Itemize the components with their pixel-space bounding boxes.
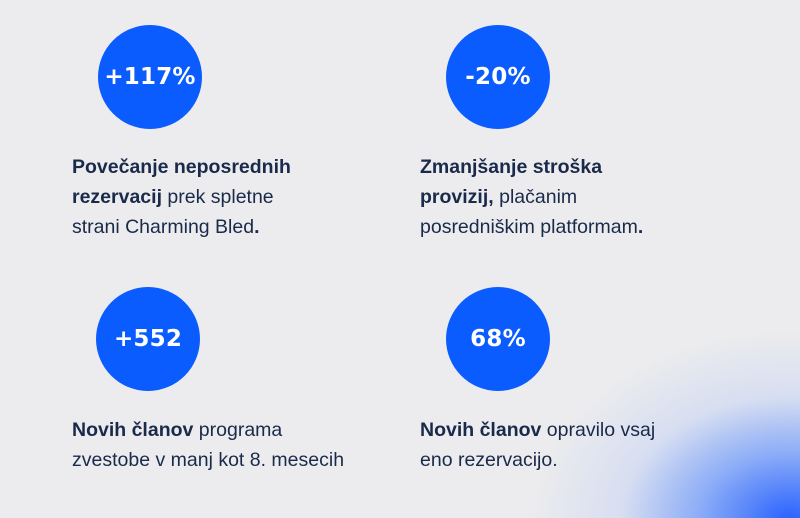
description-line: Zmanjšanje stroška	[420, 152, 643, 182]
description-line: eno rezervacijo.	[420, 445, 655, 475]
description-line: Novih članov programa	[72, 415, 344, 445]
description-bold-text: Novih članov	[72, 419, 194, 441]
description-text: plačanim	[493, 186, 578, 208]
description-bold-text: Novih članov	[420, 419, 542, 441]
description-bold-text: .	[254, 216, 260, 238]
stat-description: Zmanjšanje stroška provizij, plačanim po…	[420, 152, 643, 242]
description-bold-text: .	[637, 216, 644, 238]
stat-circle: -20%	[446, 25, 550, 129]
stat-value: +117%	[104, 64, 196, 90]
description-text: posredniškim platformam	[420, 216, 638, 238]
stat-description: Povečanje neposrednih rezervacij prek sp…	[72, 152, 291, 242]
description-text: zvestobe v manj kot 8. mesecih	[72, 449, 345, 471]
description-text: strani Charming Bled	[72, 216, 255, 238]
stat-value: -20%	[465, 64, 531, 90]
description-line: zvestobe v manj kot 8. mesecih	[72, 445, 344, 475]
description-text: eno rezervacijo.	[420, 449, 558, 471]
description-text: opravilo vsaj	[541, 419, 656, 441]
description-line: strani Charming Bled.	[72, 212, 291, 242]
description-bold-text: Zmanjšanje stroška	[420, 156, 603, 178]
description-line: Novih članov opravilo vsaj	[420, 415, 655, 445]
description-line: provizij, plačanim	[420, 182, 643, 212]
stat-value: 68%	[470, 326, 526, 352]
stat-circle: +552	[96, 287, 200, 391]
description-line: rezervacij prek spletne	[72, 182, 291, 212]
description-line: Povečanje neposrednih	[72, 152, 291, 182]
stat-circle: 68%	[446, 287, 550, 391]
description-bold-text: Povečanje neposrednih	[72, 156, 291, 178]
stat-description: Novih članov programa zvestobe v manj ko…	[72, 415, 344, 475]
stat-value: +552	[113, 326, 183, 352]
description-bold-text: rezervacij	[72, 186, 162, 208]
description-line: posredniškim platformam.	[420, 212, 643, 242]
stat-circle: +117%	[98, 25, 202, 129]
stat-description: Novih članov opravilo vsaj eno rezervaci…	[420, 415, 655, 475]
description-text: programa	[193, 419, 283, 441]
description-text: prek spletne	[162, 186, 274, 208]
description-bold-text: provizij,	[420, 186, 494, 208]
